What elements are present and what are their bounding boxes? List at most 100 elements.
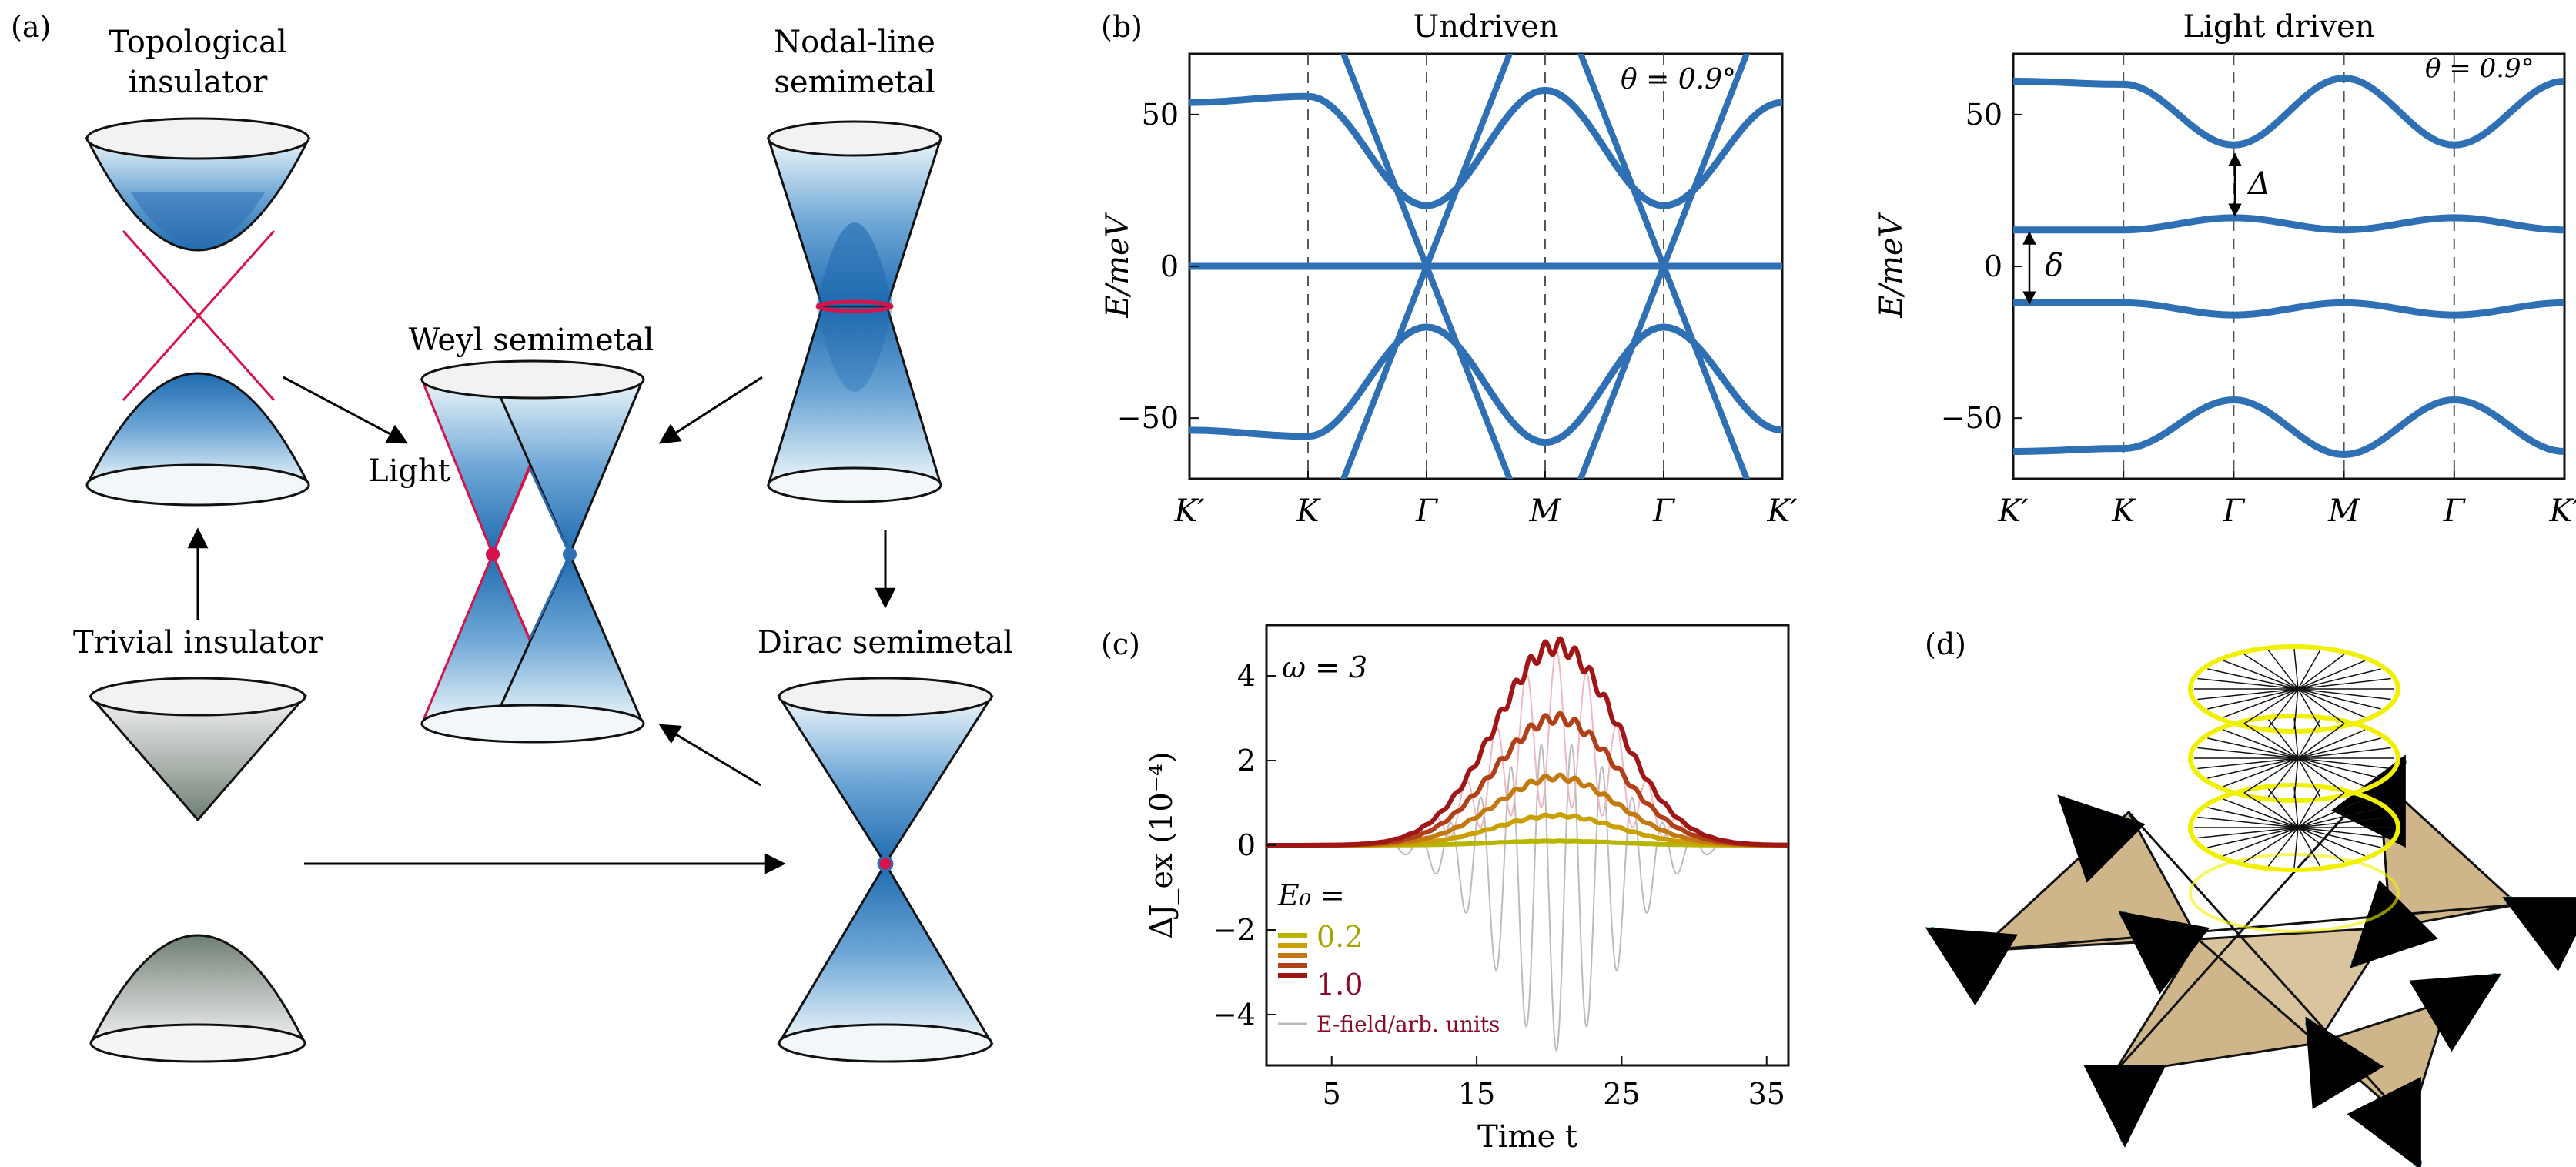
weyl-node-blue — [563, 547, 577, 561]
helix-spoke — [2243, 688, 2299, 724]
band-curve — [1189, 86, 1782, 209]
nodal-ring — [815, 299, 894, 313]
chart-undriven-title: Undriven — [1413, 9, 1558, 45]
arrow-dirac-to-weyl — [658, 724, 761, 787]
spin-arrow — [2350, 880, 2438, 968]
helix-spoke — [2297, 729, 2366, 759]
y-tick-label: −2 — [1213, 913, 1256, 947]
band-crossing — [1577, 265, 1667, 479]
helix-spoke — [2297, 757, 2321, 798]
spin-arrow — [1925, 927, 2019, 1006]
k-tick-label: M — [1529, 493, 1562, 529]
helix-spoke — [2197, 677, 2299, 690]
helix-spoke — [2297, 737, 2381, 759]
current-curve — [1266, 711, 1788, 848]
y-tick-label: −50 — [1941, 401, 2002, 435]
band-crossing — [1577, 54, 1667, 268]
helix-spoke — [2297, 757, 2366, 787]
y-tick-label: 50 — [1965, 98, 2002, 132]
helix-spoke — [2297, 660, 2366, 690]
helix-spoke — [2267, 719, 2299, 759]
helix-spoke — [2297, 827, 2345, 863]
helix-spoke — [2243, 723, 2299, 759]
y-tick-label: −4 — [1213, 998, 1256, 1032]
band-crossing — [1423, 265, 1514, 479]
helix-spoke — [2207, 827, 2299, 848]
helix-spoke — [2197, 827, 2299, 839]
helix-spoke — [2297, 747, 2391, 759]
band-curve — [1189, 323, 1782, 446]
dirac-label: Dirac semimetal — [758, 625, 1013, 660]
helix-spoke — [2243, 757, 2299, 794]
helix-spoke — [2207, 668, 2299, 690]
helix-spoke — [2297, 757, 2391, 770]
chart-current: 5 15 25 35 4 2 0 −2 −4 Time t ΔJ_ex (10⁻⁴) ω = 3… — [1144, 624, 1790, 1155]
k-tick-label: K — [1296, 493, 1321, 529]
panel-c-label: (c) — [1101, 627, 1140, 661]
band-crossing — [1340, 265, 1430, 479]
y-tick-label: 0 — [1984, 249, 2002, 283]
helix-spoke — [2267, 788, 2299, 828]
dirac-node — [877, 855, 894, 872]
helix-spoke — [2267, 757, 2299, 798]
helix-spoke — [2243, 654, 2299, 690]
chart-light-driven: Light driven K′ K Γ M Γ K′ 50 0 −50 E/meV θ = 0.… — [1874, 9, 2576, 529]
gap-label: Δ — [2246, 166, 2270, 202]
helix-spoke — [2267, 827, 2299, 867]
trivial-label: Trivial insulator — [73, 625, 323, 660]
panel-a-label: (a) — [11, 10, 51, 44]
chart-light-driven-ylabel: E/meV — [1874, 212, 1909, 318]
helix-spoke — [2207, 737, 2299, 759]
spin-arrow — [2305, 1016, 2384, 1110]
chart-current-xlabel: Time t — [1477, 1119, 1577, 1155]
legend-field-label: E-field/arb. units — [1316, 1012, 1500, 1037]
helix-spoke — [2207, 757, 2299, 779]
chart-current-ylabel: ΔJ_ex (10⁻⁴) — [1144, 751, 1179, 938]
helix-spoke — [2223, 757, 2299, 787]
k-tick-label: K′ — [1174, 493, 1205, 529]
helix-spoke — [2243, 792, 2299, 828]
chart-undriven-annotation: θ = 0.9° — [1621, 64, 1736, 95]
arrow-ti-to-weyl — [283, 376, 409, 444]
helix-spoke — [2297, 788, 2321, 828]
helix-spoke — [2297, 654, 2345, 690]
helix-spoke — [2197, 688, 2299, 701]
y-tick-label: 0 — [1160, 249, 1179, 283]
panel-b-label: (b) — [1101, 10, 1142, 44]
helix-spoke — [2297, 668, 2381, 690]
helix-spoke — [2293, 787, 2299, 828]
chart-light-driven-annotation: θ = 0.9° — [2425, 53, 2534, 84]
helix-spoke — [2297, 798, 2366, 828]
topological-insulator-cones — [85, 117, 311, 507]
helix-spoke — [2267, 688, 2299, 728]
delta-label: δ — [2045, 248, 2063, 283]
x-tick-label: 25 — [1603, 1077, 1640, 1111]
helix-spoke — [2223, 660, 2299, 690]
spin-arrow — [2502, 896, 2576, 971]
band-crossing — [1340, 54, 1430, 268]
trivial-insulator-cones — [88, 677, 308, 1063]
helix-spoke — [2297, 827, 2321, 867]
helix-spoke — [2207, 807, 2299, 828]
helix-spoke — [2297, 688, 2321, 728]
helix-spoke — [2297, 757, 2381, 779]
helix-spoke — [2297, 650, 2321, 690]
band-curve — [2013, 396, 2564, 459]
x-tick-label: 5 — [1323, 1077, 1341, 1111]
y-tick-label: 50 — [1142, 98, 1179, 132]
legend-swatches — [1278, 933, 1307, 978]
band-crossing — [1661, 54, 1751, 268]
helix-spoke — [2297, 688, 2391, 701]
y-tick-label: 2 — [1237, 744, 1256, 777]
k-tick-label: K′ — [2549, 493, 2576, 529]
legend-low: 0.2 — [1316, 920, 1363, 954]
omega-annotation: ω = 3 — [1282, 650, 1367, 684]
x-tick-label: 15 — [1458, 1077, 1495, 1111]
chart-undriven-ylabel: E/meV — [1100, 212, 1136, 318]
panel-a: (a) Topological insulator Nodal-line sem… — [11, 10, 1013, 1063]
helix-spoke — [2223, 798, 2299, 828]
k-tick-label: Γ — [2443, 493, 2466, 529]
topological-label-line2: insulator — [129, 65, 269, 100]
helix-spoke — [2297, 816, 2391, 828]
